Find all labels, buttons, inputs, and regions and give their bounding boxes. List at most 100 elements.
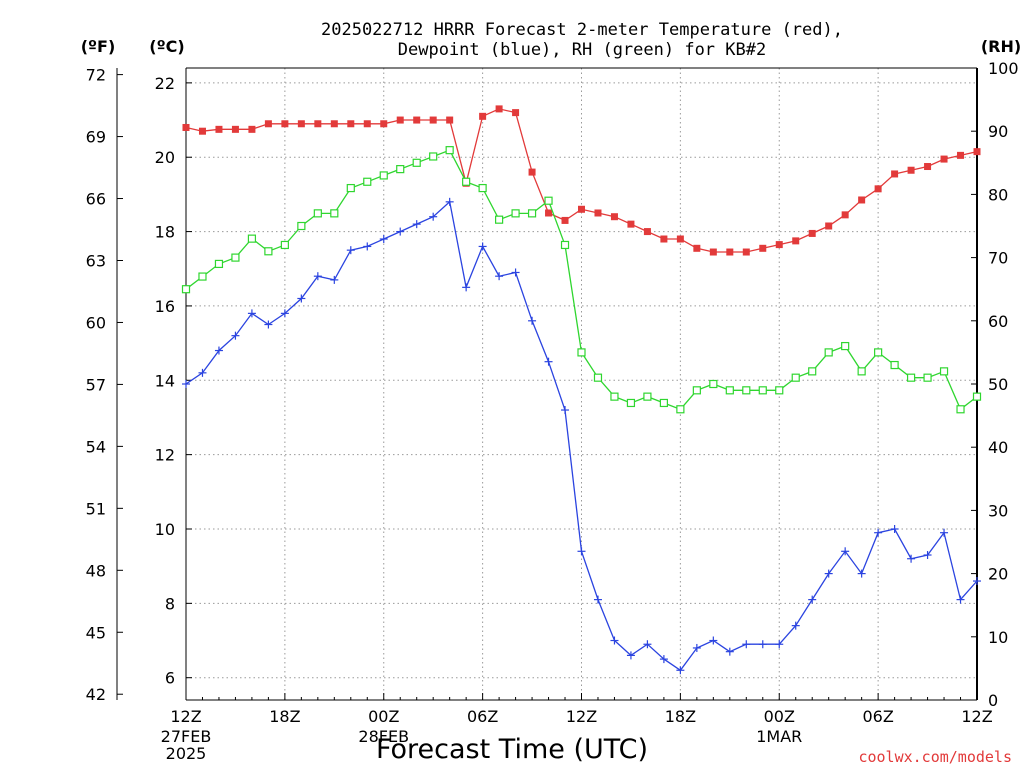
rh-point	[659, 398, 668, 408]
rh-point	[972, 392, 982, 401]
series-dewpoint	[182, 197, 981, 675]
dewpoint-point	[297, 294, 306, 303]
dewpoint-point	[775, 640, 784, 649]
temperature-point	[347, 120, 355, 128]
temperature-point	[215, 125, 223, 133]
temperature-point	[396, 116, 404, 124]
rh-point	[379, 171, 388, 180]
dewpoint-point	[214, 346, 223, 355]
x-tick-label: 18Z	[665, 707, 696, 726]
rh-point	[676, 405, 685, 414]
dewpoint-point	[923, 551, 932, 560]
temperature-point	[495, 105, 503, 113]
dewpoint-point	[280, 309, 289, 318]
dewpoint-point	[264, 320, 273, 329]
temperature-point	[545, 209, 553, 217]
celsius-tick-label: 18	[155, 223, 175, 242]
rh-tick-label: 30	[988, 501, 1008, 520]
temperature-point	[792, 237, 800, 245]
temperature-point	[759, 244, 767, 252]
temperature-point	[380, 120, 388, 128]
temperature-point	[264, 120, 272, 128]
x-date-label: 1MAR	[756, 727, 802, 746]
rh-tick-label: 0	[988, 691, 998, 710]
rh-point	[511, 209, 520, 218]
temperature-point	[363, 120, 371, 128]
dewpoint-point	[429, 212, 438, 221]
x-tick-label: 18Z	[269, 707, 300, 726]
fahrenheit-tick-label: 42	[86, 685, 106, 704]
rh-tick-label: 80	[988, 185, 1008, 204]
x-tick-label: 06Z	[467, 707, 498, 726]
temperature-point	[446, 116, 454, 124]
dewpoint-point	[511, 268, 520, 277]
temperature-point	[479, 112, 487, 120]
rh-point	[231, 253, 240, 262]
fahrenheit-tick-label: 60	[86, 313, 106, 332]
dewpoint-point	[907, 554, 916, 563]
dewpoint-point	[313, 272, 322, 281]
unit-rh: (RH)	[981, 37, 1021, 56]
rh-tick-label: 50	[988, 375, 1008, 394]
dewpoint-point	[363, 242, 372, 251]
rh-point	[808, 367, 817, 376]
rh-tick-label: 20	[988, 565, 1008, 584]
dewpoint-point	[396, 227, 405, 236]
x-tick-label: 00Z	[368, 707, 399, 726]
x-tick-label: 06Z	[862, 707, 893, 726]
dewpoint-point	[643, 640, 652, 649]
dewpoint-point	[544, 357, 553, 366]
rh-point	[758, 386, 767, 395]
rh-tick-label: 90	[988, 122, 1008, 141]
temperature-point	[528, 168, 536, 176]
rh-point	[412, 158, 421, 167]
unit-celsius: (ºC)	[149, 37, 184, 56]
temperature-point	[281, 120, 289, 128]
temperature-point	[429, 116, 437, 124]
dewpoint-point	[445, 197, 454, 206]
fahrenheit-tick-label: 48	[86, 561, 106, 580]
dewpoint-point	[182, 380, 190, 388]
dewpoint-point	[412, 220, 421, 229]
dewpoint-point	[857, 569, 866, 578]
temperature-point	[825, 222, 833, 230]
dewpoint-point	[824, 569, 833, 578]
dewpoint-point	[791, 621, 800, 630]
rh-point	[544, 196, 553, 205]
credit-text: coolwx.com/models	[858, 748, 1012, 766]
grid	[186, 68, 977, 700]
rh-point	[264, 247, 273, 256]
temperature-point	[858, 196, 866, 204]
rh-point	[841, 341, 850, 351]
dewpoint-point	[247, 309, 256, 318]
rh-point	[857, 367, 866, 376]
dewpoint-point	[890, 524, 899, 533]
dewpoint-point	[725, 647, 734, 656]
temperature-point	[297, 120, 305, 128]
dewpoint-point	[528, 316, 537, 325]
rh-tick-label: 100	[988, 59, 1019, 78]
temperature-point	[578, 205, 585, 213]
temperature-point	[512, 109, 520, 117]
temperature-point	[231, 125, 239, 133]
rh-point	[692, 386, 701, 395]
dewpoint-point	[940, 528, 949, 537]
dewpoint-point	[577, 547, 586, 556]
temperature-point	[314, 120, 322, 128]
series-layer	[181, 105, 982, 675]
rh-point	[429, 152, 438, 161]
temperature-point	[660, 235, 668, 243]
rh-point	[247, 234, 257, 243]
rh-tick-label: 10	[988, 628, 1008, 647]
x-tick-label: 12Z	[961, 707, 992, 726]
temperature-point	[594, 209, 602, 217]
rh-tick-label: 40	[988, 438, 1008, 457]
dewpoint-point	[808, 595, 817, 604]
dewpoint-point	[330, 275, 339, 284]
temperature-point	[742, 248, 750, 256]
rh-point	[462, 177, 471, 186]
temperature-point	[940, 155, 948, 163]
rh-point	[643, 392, 652, 401]
temperature-point	[808, 229, 816, 237]
rh-point	[495, 215, 504, 224]
